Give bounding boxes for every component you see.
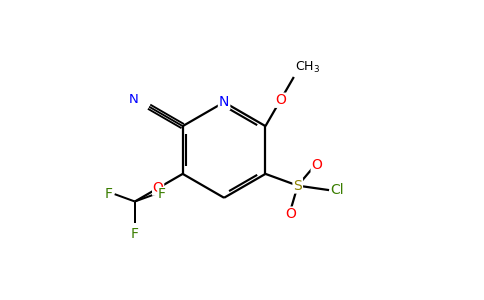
Text: Cl: Cl bbox=[330, 183, 344, 197]
Text: F: F bbox=[131, 226, 139, 241]
Text: N: N bbox=[128, 93, 138, 106]
Text: N: N bbox=[219, 95, 229, 109]
Text: CH$_3$: CH$_3$ bbox=[295, 60, 320, 76]
Text: F: F bbox=[157, 187, 166, 201]
Text: O: O bbox=[311, 158, 322, 172]
Text: F: F bbox=[104, 187, 112, 201]
Text: O: O bbox=[275, 93, 286, 107]
Text: O: O bbox=[285, 207, 296, 221]
Text: S: S bbox=[293, 178, 302, 193]
Text: O: O bbox=[152, 181, 164, 195]
